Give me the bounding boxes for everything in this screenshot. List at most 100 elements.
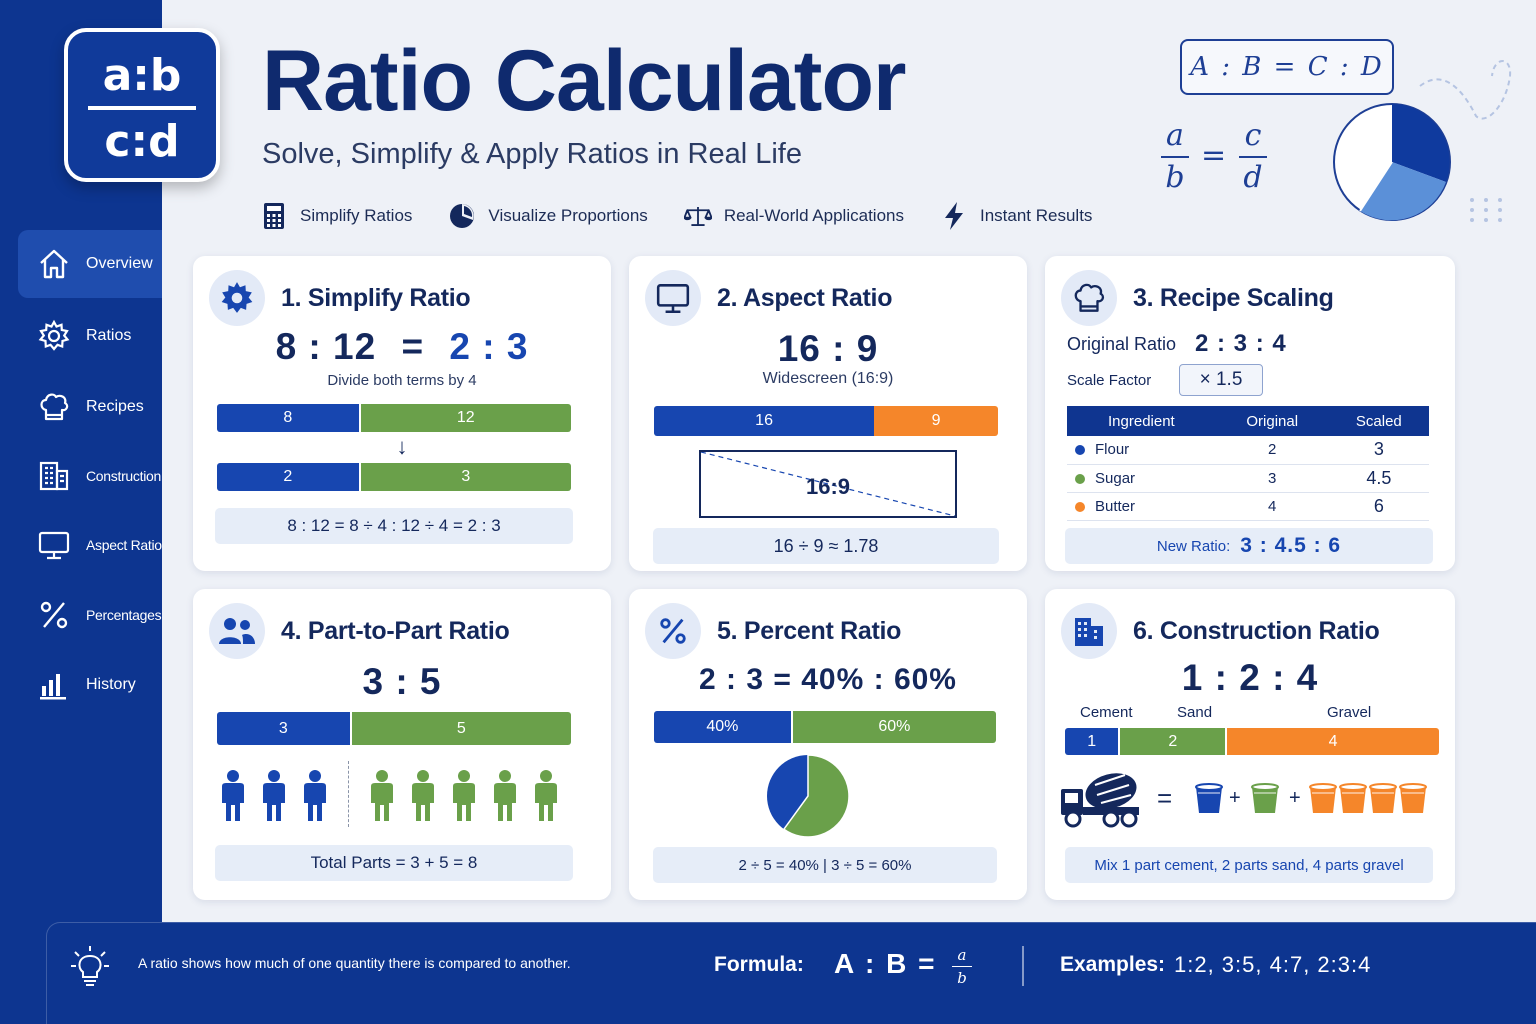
people-divider	[348, 761, 349, 827]
cement-mixer-icon	[1061, 773, 1139, 828]
scaled-cell: 3	[1328, 436, 1429, 465]
ingredient-cell: Sugar	[1067, 464, 1216, 493]
ingredient-name: Flour	[1095, 441, 1130, 459]
pie-slice-60	[782, 754, 850, 838]
part-formula: Total Parts = 3 + 5 = 8	[215, 845, 573, 881]
bar-segment: 2	[217, 463, 359, 491]
card-title: 3. Recipe Scaling	[1133, 283, 1334, 312]
people-row	[217, 761, 571, 831]
simplify-hint: Divide both terms by 4	[327, 372, 477, 389]
feature-visualize: Visualize Proportions	[448, 202, 648, 230]
card-title: 4. Part-to-Part Ratio	[281, 616, 510, 645]
part-ratio-value: 3 : 5	[362, 661, 442, 702]
chef-hat-icon	[1061, 270, 1117, 326]
plus-sign: +	[1289, 787, 1301, 809]
sidebar-item-construction[interactable]: Construction	[18, 442, 162, 510]
sidebar-item-label: Aspect Ratio	[86, 537, 162, 553]
footer-note: A ratio shows how much of one quantity t…	[138, 955, 571, 971]
footer-frac-den: b	[957, 969, 967, 987]
original-cell: 3	[1215, 464, 1329, 493]
pie-chart-icon	[448, 202, 476, 230]
label-gravel: Gravel	[1327, 704, 1372, 721]
simplify-bar-original: 8 12	[217, 404, 571, 432]
color-dot	[1075, 445, 1085, 456]
header-fraction-equation: a b = c d	[1158, 118, 1278, 198]
sidebar-item-label: Construction	[86, 468, 161, 484]
footer-examples-label: Examples:	[1060, 953, 1166, 976]
plus-sign: +	[1229, 787, 1241, 809]
frac-a: a	[1166, 118, 1184, 153]
bucket-icon	[1251, 783, 1279, 813]
card-simplify-ratio: 1. Simplify Ratio 8 : 12 = 2 : 3 Divide …	[193, 256, 611, 571]
simplify-formula: 8 : 12 = 8 ÷ 4 : 12 ÷ 4 = 2 : 3	[215, 508, 573, 544]
down-arrow-icon: ↓	[396, 434, 408, 459]
sidebar-item-ratios[interactable]: Ratios	[18, 302, 162, 370]
gear-icon	[36, 318, 72, 354]
sidebar-item-percentages[interactable]: Percentages	[18, 581, 162, 649]
percent-formula: 2 ÷ 5 = 40% | 3 ÷ 5 = 60%	[653, 847, 997, 883]
table-header: Scaled	[1328, 406, 1429, 436]
monitor-icon	[36, 527, 72, 563]
label-sand: Sand	[1177, 704, 1213, 721]
ingredient-name: Sugar	[1095, 469, 1136, 487]
original-cell: 4	[1215, 492, 1329, 521]
footer-fraction: a b	[952, 946, 972, 987]
color-dot	[1075, 473, 1085, 484]
table-header: Ingredient	[1067, 406, 1216, 436]
color-dot	[1075, 501, 1085, 512]
aspect-screen-label: 16:9	[805, 474, 851, 499]
page-subtitle: Solve, Simplify & Apply Ratios in Real L…	[262, 138, 802, 170]
sidebar-item-recipes[interactable]: Recipes	[18, 373, 162, 441]
aspect-ratio-value: 16 : 9	[777, 328, 879, 369]
frac-c: c	[1244, 118, 1262, 153]
people-icon	[209, 603, 265, 659]
bucket-icon	[1195, 783, 1223, 813]
person-icon	[263, 770, 285, 821]
bar-segment: 40%	[654, 711, 791, 743]
frac-line-right	[1239, 156, 1267, 158]
page-title: Ratio Calculator	[262, 33, 906, 129]
construction-ratio-value: 1 : 2 : 4	[1181, 657, 1319, 698]
building-icon	[1061, 603, 1117, 659]
feature-list: Simplify Ratios Visualize Proportions Re…	[260, 198, 1128, 234]
recipe-scale-input[interactable]: × 1.5	[1179, 364, 1263, 396]
footer-formula-label: Formula:	[714, 953, 804, 976]
bar-segment: 3	[358, 463, 571, 491]
feature-applications: Real-World Applications	[683, 202, 904, 230]
bar-chart-icon	[36, 667, 72, 703]
recipe-new-value: 3 : 4.5 : 6	[1240, 534, 1342, 557]
bucket-icon	[1369, 783, 1397, 813]
footer-panel	[46, 922, 1536, 1024]
table-header: Original	[1215, 406, 1329, 436]
feature-simplify: Simplify Ratios	[260, 202, 412, 230]
bar-segment: 4	[1225, 728, 1439, 755]
sidebar-item-label: Overview	[86, 255, 153, 272]
feature-label: Instant Results	[979, 206, 1093, 225]
percent-icon	[645, 603, 701, 659]
percent-ratio-value: 2 : 3 = 40% : 60%	[699, 663, 957, 696]
ingredient-cell: Flour	[1067, 436, 1216, 465]
aspect-bar: 16 9	[654, 406, 998, 436]
footer: A ratio shows how much of one quantity t…	[0, 922, 1536, 1024]
frac-b: b	[1165, 160, 1185, 195]
scaled-cell: 4.5	[1328, 464, 1429, 493]
bar-segment: 12	[358, 404, 571, 432]
bar-segment: 16	[654, 406, 875, 436]
aspect-diagonal	[701, 452, 955, 516]
table-row: Flour 2 3	[1067, 436, 1429, 465]
app-logo: a:b c:d	[64, 28, 220, 182]
bar-segment: 3	[217, 712, 350, 745]
bar-segment: 1	[1065, 728, 1119, 755]
sidebar-item-history[interactable]: History	[18, 651, 162, 719]
header-proportion-box: A : B = C : D	[1180, 39, 1394, 95]
footer-frac-line	[952, 966, 972, 967]
simplify-eq: =	[401, 326, 425, 367]
recipe-new-label: New Ratio:	[1156, 537, 1231, 555]
sidebar-item-overview[interactable]: Overview	[18, 230, 162, 298]
lightbulb-icon	[71, 946, 109, 986]
sidebar-item-aspect-ratio[interactable]: Aspect Ratio	[18, 511, 162, 579]
calculator-icon	[260, 202, 288, 230]
decorative-dots-icon	[1470, 198, 1502, 222]
